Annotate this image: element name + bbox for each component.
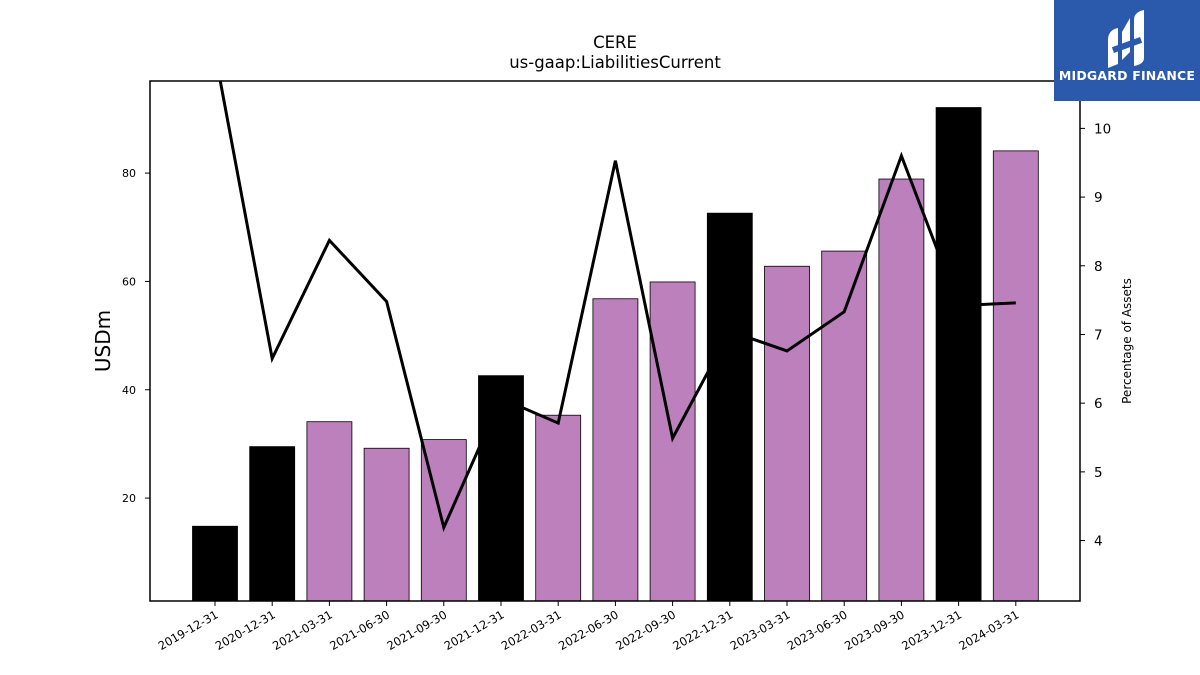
bar-2023-09-30 — [878, 178, 925, 602]
x-tick-label: 2019-12-31 — [156, 607, 221, 653]
y2-tick-label: 5 — [1094, 465, 1103, 481]
x-tick-label: 2020-12-31 — [213, 607, 278, 653]
logo-text: MIDGARD FINANCE — [1058, 68, 1196, 83]
x-tick-label: 2022-09-30 — [613, 607, 678, 653]
x-tick-label: 2021-12-31 — [442, 607, 507, 653]
line-group — [218, 81, 1016, 533]
chart-title: CERE — [593, 33, 637, 52]
bar-2021-12-31 — [478, 375, 524, 602]
x-tick-label: 2021-03-31 — [270, 607, 335, 653]
bar-2020-12-31 — [249, 446, 296, 602]
bar-2023-03-31 — [764, 265, 810, 602]
chart-subtitle: us-gaap:LiabilitiesCurrent — [509, 53, 721, 72]
brand-logo: MIDGARD FINANCE — [1054, 0, 1200, 101]
bar-2022-03-31 — [535, 414, 582, 602]
y2-tick-label: 10 — [1094, 121, 1111, 137]
y2-tick-label: 8 — [1094, 259, 1103, 275]
y2-tick-label: 9 — [1094, 190, 1103, 206]
bar-2022-09-30 — [649, 281, 696, 602]
y2-tick-label: 6 — [1094, 396, 1103, 412]
y-tick-label: 40 — [122, 384, 136, 397]
y2-tick-label: 7 — [1094, 327, 1103, 343]
x-tick-label: 2022-06-30 — [556, 607, 621, 653]
y2-axis-label: Percentage of Assets — [1120, 278, 1134, 404]
x-tick-label: 2022-12-31 — [670, 607, 735, 653]
x-tick-label: 2023-06-30 — [785, 607, 850, 653]
bar-2024-03-31 — [992, 150, 1039, 602]
y2-tick-label: 4 — [1094, 534, 1103, 550]
x-axis: 2019-12-312020-12-312021-03-312021-06-30… — [156, 601, 1021, 653]
x-tick-label: 2023-12-31 — [899, 607, 964, 653]
y-axis-label: USDm — [91, 310, 115, 372]
bars-group — [192, 107, 1039, 602]
x-tick-label: 2021-09-30 — [384, 607, 449, 653]
bar-2022-06-30 — [592, 298, 639, 602]
bar-2022-12-31 — [706, 212, 753, 602]
x-tick-label: 2023-09-30 — [842, 607, 907, 653]
bar-2021-03-31 — [306, 421, 353, 602]
y-tick-label: 20 — [122, 492, 136, 505]
x-tick-label: 2021-06-30 — [327, 607, 392, 653]
y-tick-label: 60 — [122, 275, 136, 288]
bar-2021-06-30 — [363, 447, 410, 602]
y-tick-label: 80 — [122, 167, 136, 180]
bar-2023-06-30 — [821, 250, 868, 602]
bar-2023-12-31 — [935, 107, 982, 602]
x-tick-label: 2022-03-31 — [499, 607, 564, 653]
left-axis: 20 40 60 80 — [122, 167, 150, 505]
midgard-logo-icon — [1108, 10, 1144, 68]
bar-2019-12-31 — [192, 525, 238, 602]
percentage-line — [218, 81, 1016, 533]
x-tick-label: 2024-03-31 — [956, 607, 1021, 653]
right-axis: 4 5 6 7 8 9 10 — [1080, 121, 1111, 550]
x-tick-label: 2023-03-31 — [728, 607, 793, 653]
